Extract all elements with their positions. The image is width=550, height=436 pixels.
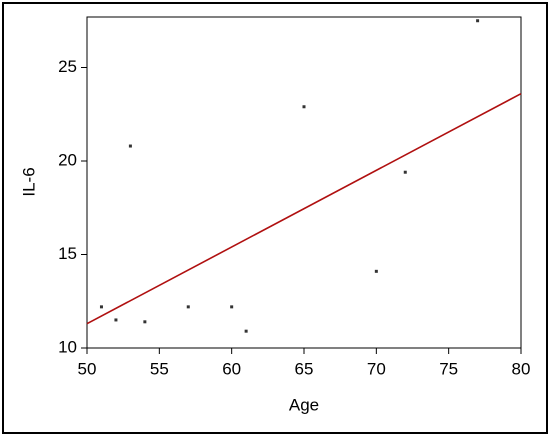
x-tick-label: 75 [439, 359, 458, 378]
point [143, 320, 147, 324]
y-tick-label: 25 [58, 57, 77, 76]
x-axis-label: Age [289, 395, 319, 414]
point [302, 105, 306, 109]
point [476, 19, 480, 23]
y-axis-label: IL-6 [19, 167, 38, 196]
point [128, 144, 132, 148]
fit-line [86, 92, 522, 325]
point [403, 170, 407, 174]
x-tick-label: 65 [295, 359, 314, 378]
x-tick-label: 60 [222, 359, 241, 378]
point [186, 305, 190, 309]
y-tick-label: 10 [58, 337, 77, 356]
x-tick-label: 80 [512, 359, 531, 378]
point [99, 305, 103, 309]
point [244, 329, 248, 333]
y-tick-label: 15 [58, 244, 77, 263]
x-tick-label: 55 [150, 359, 169, 378]
point [230, 305, 234, 309]
x-tick-label: 50 [78, 359, 97, 378]
x-tick-label: 70 [367, 359, 386, 378]
y-tick-label: 20 [58, 150, 77, 169]
point [114, 318, 118, 322]
point [374, 269, 378, 273]
plot-area [86, 16, 522, 349]
